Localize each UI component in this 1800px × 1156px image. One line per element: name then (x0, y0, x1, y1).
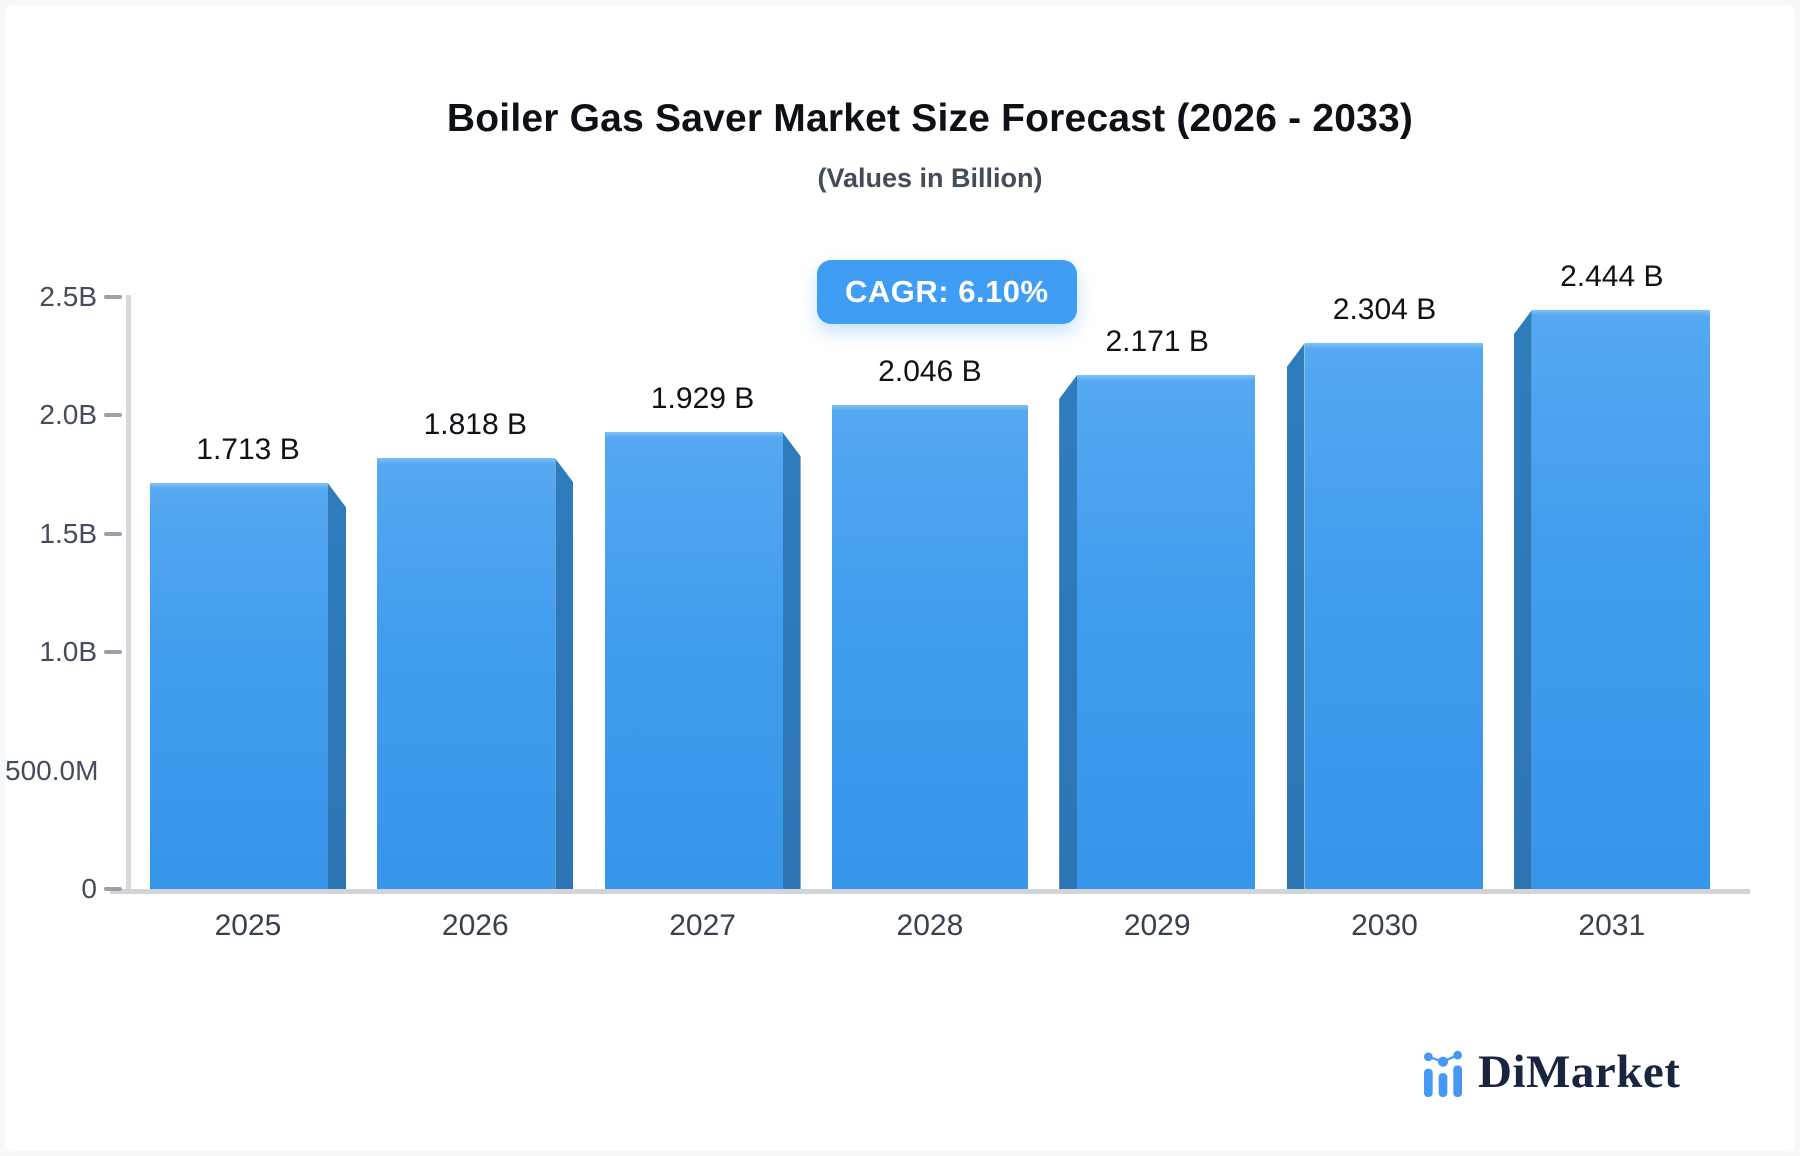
x-category-label: 2026 (441, 909, 509, 942)
brand-logo: DiMarket (1421, 1045, 1680, 1099)
bar-value-label: 1.818 B (423, 408, 527, 442)
y-tick-label: 1.5B (39, 517, 97, 549)
bar-value-label: 2.046 B (878, 354, 982, 388)
y-tick-label: 500.0M (5, 754, 99, 786)
bar-value-label: 2.444 B (1560, 260, 1664, 294)
chart-subtitle: (Values in Billion) (817, 163, 1043, 193)
y-tick-label: 0 (81, 873, 97, 904)
cagr-badge: CAGR: 6.10% (817, 260, 1077, 324)
bar-chart-zigzag-logo-icon (1423, 1050, 1463, 1097)
bar-value-label: 2.171 B (1105, 324, 1209, 358)
y-tick-label: 2.0B (39, 399, 97, 431)
y-tick-label: 2.5B (39, 281, 97, 312)
chart-card: Boiler Gas Saver Market Size Forecast (2… (5, 5, 1795, 1151)
bar-value-label: 2.304 B (1332, 293, 1437, 327)
y-tick-dash (104, 650, 122, 655)
chart-title: Boiler Gas Saver Market Size Forecast (2… (446, 97, 1414, 140)
y-tick-dash (104, 887, 122, 891)
chart-header: Boiler Gas Saver Market Size Forecast (2… (5, 97, 1795, 194)
y-tick-dash (104, 295, 122, 299)
bar (831, 404, 1028, 889)
bar (1531, 310, 1710, 889)
bar (377, 458, 556, 889)
y-axis-line (126, 295, 131, 891)
bar-3d-side (782, 432, 801, 889)
bar-value-label: 1.713 B (196, 433, 300, 467)
bar (1304, 343, 1483, 889)
x-axis-baseline (110, 889, 1750, 894)
bar-3d-side (1059, 374, 1078, 889)
bar (1077, 374, 1256, 889)
bar-3d-side (1513, 310, 1532, 889)
bar (150, 483, 328, 889)
bar-3d-side (555, 458, 574, 889)
brand-name: DiMarket (1478, 1046, 1681, 1098)
x-category-label: 2028 (896, 909, 964, 942)
y-tick-label: 1.0B (39, 636, 97, 668)
x-category-label: 2029 (1123, 909, 1191, 942)
y-tick-dash (104, 413, 122, 418)
x-category-label: 2027 (669, 909, 736, 942)
x-category-label: 2030 (1351, 909, 1418, 942)
y-tick-dash (104, 531, 122, 536)
x-category-label: 2031 (1578, 909, 1646, 942)
chart-stage: Boiler Gas Saver Market Size Forecast (2… (5, 5, 1795, 1151)
bar-3d-side (328, 483, 346, 889)
x-category-label: 2025 (214, 909, 282, 942)
bar (604, 432, 783, 889)
bar-3d-side (1286, 343, 1305, 889)
bar-value-label: 1.929 B (650, 382, 755, 416)
